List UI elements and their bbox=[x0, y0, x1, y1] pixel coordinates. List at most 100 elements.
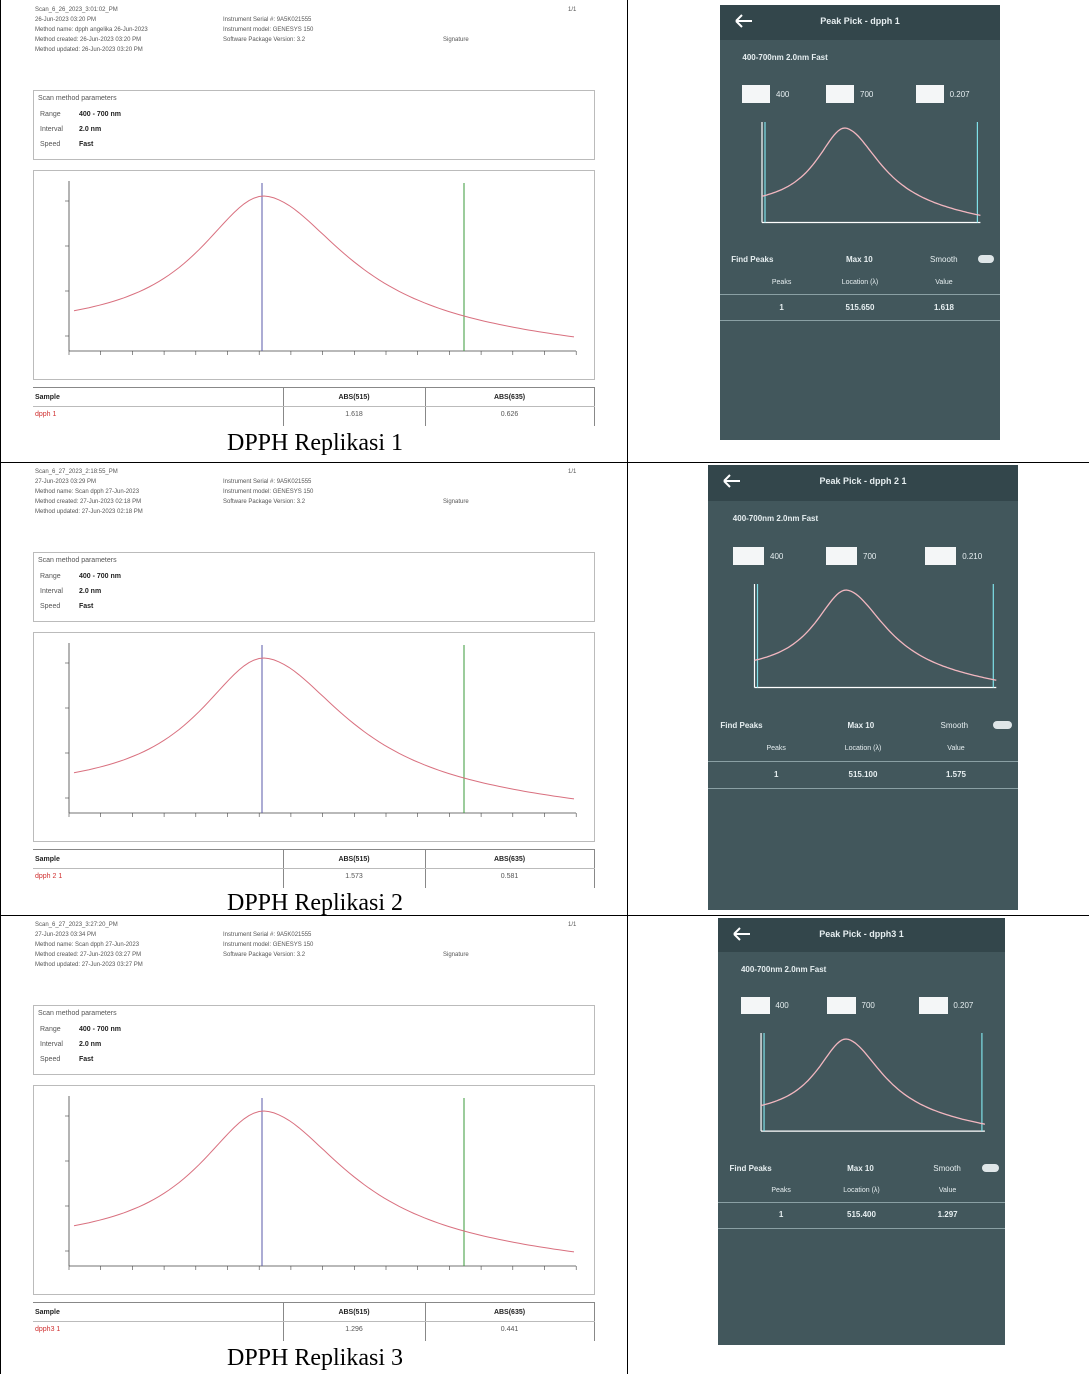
input-box bbox=[925, 547, 956, 565]
report-header-line: Method updated: 26-Jun-2023 03:20 PM bbox=[35, 47, 143, 53]
params-title: Scan method parameters bbox=[38, 95, 117, 102]
input-value: 700 bbox=[862, 1001, 875, 1010]
spectrum bbox=[34, 1086, 594, 1294]
report-header-line: Instrument model: GENESYS 150 bbox=[223, 942, 313, 948]
abs-value: 0.441 bbox=[425, 1326, 594, 1333]
param-value: 2.0 nm bbox=[79, 1041, 101, 1048]
param-value: 400 - 700 nm bbox=[79, 573, 121, 580]
caption: DPPH Replikasi 1 bbox=[0, 430, 630, 457]
params-title: Scan method parameters bbox=[38, 1010, 117, 1017]
result-table: SampleABS(515)ABS(635)dpph 2 11.5730.581 bbox=[33, 849, 595, 887]
screen-title: Peak Pick - dpph3 1 bbox=[718, 929, 1005, 939]
spectrum-box bbox=[33, 1085, 595, 1295]
peak-table-cell: 1 bbox=[748, 303, 815, 312]
find-peaks: Find Peaks bbox=[731, 255, 773, 264]
abs-value: 1.573 bbox=[283, 873, 425, 880]
peak-table-header: Value bbox=[913, 1187, 982, 1194]
smooth-toggle[interactable] bbox=[993, 721, 1012, 729]
table-header: ABS(515) bbox=[283, 1309, 425, 1316]
page-number: 1/1 bbox=[568, 922, 576, 928]
signature: Signature bbox=[443, 952, 469, 958]
find-peaks: Find Peaks bbox=[720, 721, 762, 730]
table-border bbox=[627, 0, 628, 1374]
abs-value: 0.626 bbox=[425, 411, 594, 418]
phone-curve bbox=[755, 590, 997, 680]
input-box bbox=[827, 997, 856, 1014]
phone-spectrum bbox=[718, 1025, 1005, 1153]
input-value: 400 bbox=[770, 552, 783, 561]
smooth-toggle[interactable] bbox=[978, 255, 995, 263]
phone-spectrum bbox=[720, 114, 1000, 245]
max-peaks: Max 10 bbox=[846, 255, 873, 264]
abs-value: 1.618 bbox=[283, 411, 425, 418]
param-value: Fast bbox=[79, 603, 93, 610]
params-box: Scan method parametersRange400 - 700 nmI… bbox=[33, 552, 595, 622]
spectrum-curve bbox=[74, 196, 574, 337]
report-header-line: Instrument model: GENESYS 150 bbox=[223, 489, 313, 495]
table-header: Sample bbox=[35, 1309, 60, 1316]
table-header: ABS(515) bbox=[283, 856, 425, 863]
spectrum-box bbox=[33, 632, 595, 842]
peak-table-header: Peaks bbox=[747, 1187, 816, 1194]
param-value: Fast bbox=[79, 141, 93, 148]
smooth-toggle[interactable] bbox=[982, 1164, 999, 1172]
scan-settings: 400-700nm 2.0nm Fast bbox=[733, 514, 818, 523]
peak-table-line bbox=[720, 294, 1000, 295]
peak-table-header: Peaks bbox=[748, 279, 815, 286]
peak-table-cell: 1.618 bbox=[910, 303, 977, 312]
input-value: 400 bbox=[776, 90, 789, 99]
param-value: Fast bbox=[79, 1056, 93, 1063]
screen-title: Peak Pick - dpph 1 bbox=[720, 16, 1000, 26]
table-header: ABS(635) bbox=[425, 856, 594, 863]
peak-table-header: Location (λ) bbox=[827, 1187, 896, 1194]
page: Scan_6_26_2023_3:01:02_PM26-Jun-2023 03:… bbox=[0, 0, 1089, 1374]
peak-table-cell: 515.100 bbox=[826, 770, 900, 779]
page-number: 1/1 bbox=[568, 469, 576, 475]
phone-spectrum bbox=[708, 576, 1018, 710]
peak-table-cell: 1 bbox=[739, 770, 813, 779]
peak-table-header: Peaks bbox=[739, 745, 813, 752]
param-label: Interval bbox=[40, 1041, 63, 1048]
param-label: Range bbox=[40, 111, 61, 118]
peak-table-line bbox=[718, 1202, 1005, 1203]
table-divider bbox=[33, 1321, 595, 1322]
params-box: Scan method parametersRange400 - 700 nmI… bbox=[33, 1005, 595, 1075]
smooth-label: Smooth bbox=[930, 255, 958, 264]
max-peaks: Max 10 bbox=[847, 1164, 874, 1173]
peak-table-cell: 515.650 bbox=[826, 303, 893, 312]
report-header-line: Software Package Version: 3.2 bbox=[223, 37, 305, 43]
param-value: 2.0 nm bbox=[79, 126, 101, 133]
input-box bbox=[742, 85, 770, 102]
sample-name: dpph 1 bbox=[35, 411, 56, 418]
peak-table-header: Value bbox=[910, 279, 977, 286]
input-box bbox=[826, 547, 857, 565]
table-header: Sample bbox=[35, 394, 60, 401]
param-label: Range bbox=[40, 1026, 61, 1033]
spectrum-box bbox=[33, 170, 595, 380]
caption: DPPH Replikasi 3 bbox=[0, 1345, 630, 1372]
sample-name: dpph 2 1 bbox=[35, 873, 62, 880]
report-header-line: Method name: Scan dpph 27-Jun-2023 bbox=[35, 942, 139, 948]
report-header-line: Method created: 27-Jun-2023 03:27 PM bbox=[35, 952, 141, 958]
peak-table-header: Location (λ) bbox=[826, 279, 893, 286]
input-value: 700 bbox=[860, 90, 873, 99]
report-header-line: Method updated: 27-Jun-2023 02:18 PM bbox=[35, 509, 143, 515]
report-header-line: 27-Jun-2023 03:29 PM bbox=[35, 479, 96, 485]
params-title: Scan method parameters bbox=[38, 557, 117, 564]
report-header-line: 27-Jun-2023 03:34 PM bbox=[35, 932, 96, 938]
param-label: Speed bbox=[40, 1056, 60, 1063]
max-peaks: Max 10 bbox=[848, 721, 875, 730]
peak-table-line bbox=[708, 761, 1018, 762]
spectrum-curve bbox=[74, 658, 574, 799]
caption: DPPH Replikasi 2 bbox=[0, 890, 630, 917]
peak-table-cell: 1 bbox=[747, 1210, 816, 1219]
param-value: 400 - 700 nm bbox=[79, 111, 121, 118]
table-divider bbox=[33, 406, 595, 407]
input-value: 0.207 bbox=[950, 90, 970, 99]
abs-value: 0.581 bbox=[425, 873, 594, 880]
param-label: Interval bbox=[40, 126, 63, 133]
signature: Signature bbox=[443, 499, 469, 505]
report-header-line: Scan_6_27_2023_3:27:20_PM bbox=[35, 922, 118, 928]
report-header-line: Instrument model: GENESYS 150 bbox=[223, 27, 313, 33]
